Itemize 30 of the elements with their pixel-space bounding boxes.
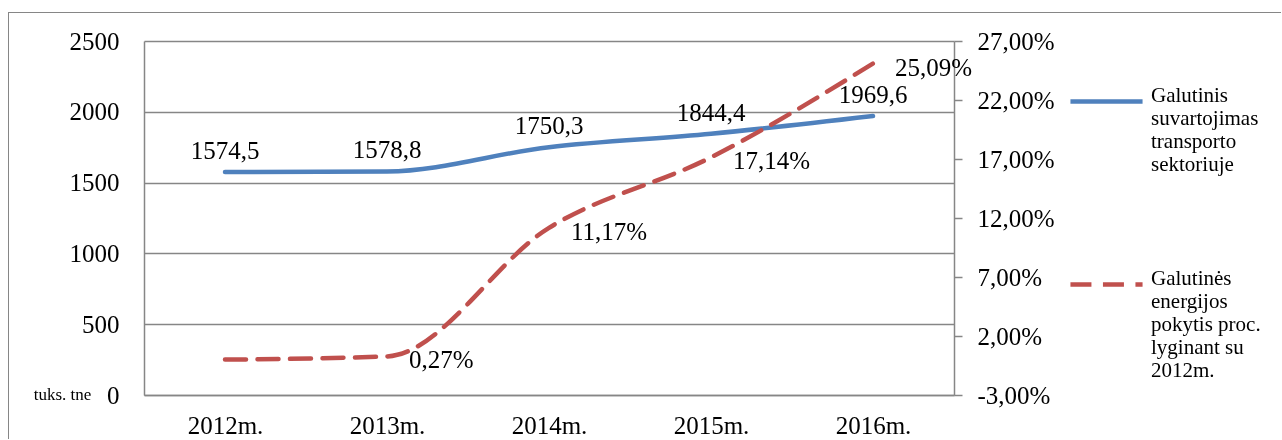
x-tick-label: 2013m. xyxy=(349,411,426,439)
y-tick-label: 1500 xyxy=(69,169,120,197)
data-label: 1844,4 xyxy=(676,98,746,126)
x-tick-label: 2015m. xyxy=(673,411,750,439)
y2-tick-label: 2,00% xyxy=(977,322,1043,350)
y2-tick-label: -3,00% xyxy=(977,381,1051,409)
y2-tick-label: 27,00% xyxy=(977,27,1055,55)
y-axis-title: tuks. tne xyxy=(33,384,92,404)
y-tick-label: 2000 xyxy=(69,98,120,126)
y2-tick-label: 22,00% xyxy=(977,86,1055,114)
y-tick-label: 500 xyxy=(82,310,120,338)
y-tick-label: 1000 xyxy=(69,239,120,267)
legend-label: Galutinis suvartojimas transporto sektoriuje xyxy=(1151,82,1259,176)
x-tick-label: 2014m. xyxy=(511,411,588,439)
x-tick-label: 2012m. xyxy=(187,411,264,439)
data-label: 1969,6 xyxy=(838,81,908,109)
data-label: 11,17% xyxy=(571,217,648,245)
data-label: 0,27% xyxy=(409,346,474,374)
data-label: 1574,5 xyxy=(190,137,260,165)
y2-tick-label: 12,00% xyxy=(977,204,1055,232)
y2-tick-label: 7,00% xyxy=(977,263,1043,291)
y-tick-label: 0 xyxy=(107,381,120,409)
data-label: 25,09% xyxy=(895,53,973,81)
data-label: 1578,8 xyxy=(352,136,422,164)
data-label: 17,14% xyxy=(733,147,811,175)
x-tick-label: 2016m. xyxy=(835,411,912,439)
y2-tick-label: 17,00% xyxy=(977,145,1055,173)
data-label: 1750,3 xyxy=(514,112,584,140)
legend-label: Galutinės energijos pokytis proc. lyginant su 2012m. xyxy=(1151,265,1261,382)
y-tick-label: 2500 xyxy=(69,27,120,55)
